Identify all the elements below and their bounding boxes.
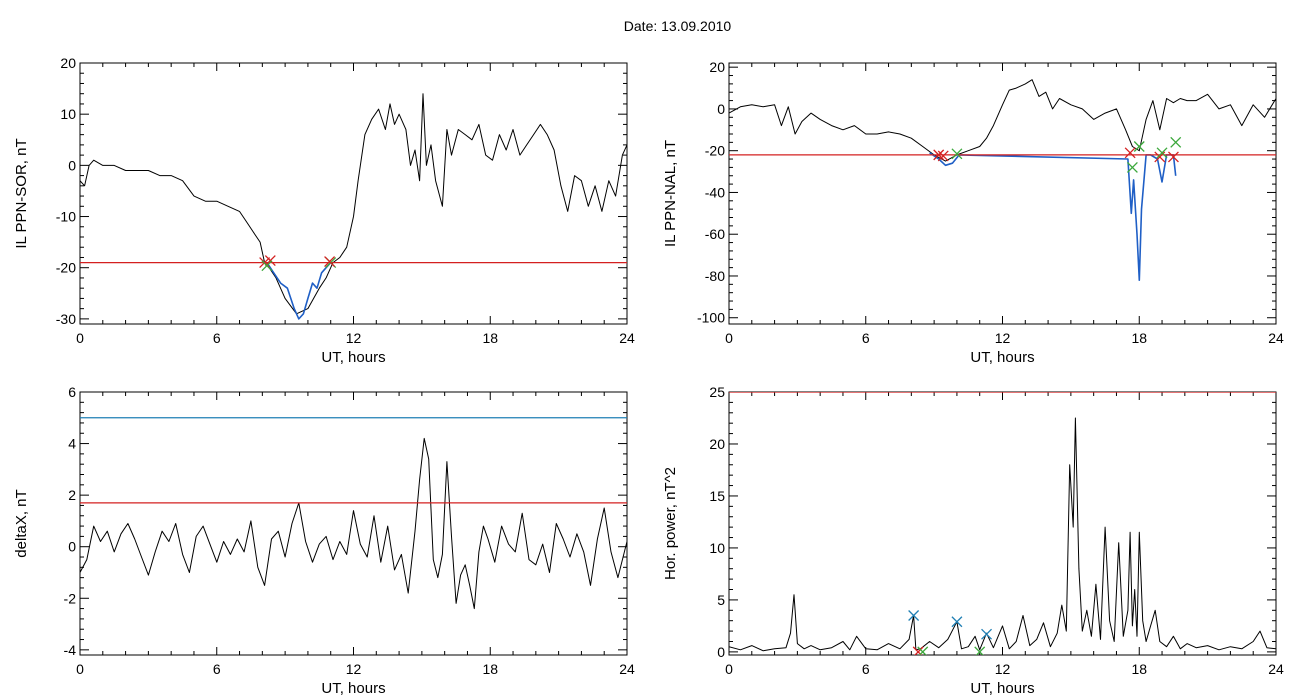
x-tick-label: 0 <box>725 661 733 677</box>
x-tick-label: 6 <box>862 330 870 346</box>
chart-p4: 0 6 12 18 24 0 5 10 15 20 25 UT, hours Hor. power, n… <box>662 384 1284 697</box>
x-marker <box>1133 141 1145 152</box>
x-marker <box>981 628 993 640</box>
x-marker <box>1170 136 1182 148</box>
y-tick-label: -40 <box>705 184 725 200</box>
x-marker <box>912 646 924 655</box>
x-marker <box>951 148 963 160</box>
y-axis-label: IL PPN-SOR, nT <box>13 138 30 248</box>
series-line-0 <box>80 93 627 315</box>
y-tick-label: -30 <box>56 311 76 327</box>
series-line-0 <box>729 79 1276 162</box>
y-tick-label: -100 <box>697 310 725 326</box>
x-tick-label: 12 <box>995 661 1011 677</box>
figure-title: Date: 13.09.2010 <box>623 18 732 34</box>
y-tick-label: 0 <box>717 644 725 660</box>
chart-p1: 0 6 12 18 24 -30 -20 -10 0 10 20 UT, hours IL PPN-SO… <box>13 55 635 366</box>
x-tick-label: 0 <box>76 330 84 346</box>
x-marker <box>933 149 945 161</box>
y-tick-label: 0 <box>68 539 76 555</box>
x-marker <box>951 616 963 628</box>
plot-area <box>729 79 1276 282</box>
x-marker <box>324 256 336 268</box>
x-marker <box>937 150 949 162</box>
plot-area <box>729 392 1276 655</box>
x-tick-label: 12 <box>346 330 362 346</box>
chart-p2: 0 6 12 18 24 -100 -80 -60 -40 -20 0 20 UT, hours IL P… <box>662 59 1284 366</box>
x-tick-label: 18 <box>482 330 498 346</box>
series-line-0 <box>80 437 627 610</box>
y-tick-label: 0 <box>717 101 725 117</box>
x-tick-label: 18 <box>1131 661 1147 677</box>
x-tick-label: 0 <box>76 661 84 677</box>
x-marker <box>1167 151 1179 163</box>
y-tick-label: 10 <box>60 106 76 122</box>
y-tick-label: -2 <box>64 590 77 606</box>
x-marker <box>264 255 276 267</box>
plot-area <box>80 417 627 610</box>
y-tick-label: 20 <box>709 436 725 452</box>
plot-frame <box>728 62 1277 325</box>
x-tick-label: 24 <box>1268 330 1284 346</box>
plot-frame <box>728 391 1277 656</box>
y-tick-label: 2 <box>68 487 76 503</box>
x-tick-label: 18 <box>482 661 498 677</box>
y-tick-label: -20 <box>56 260 76 276</box>
y-tick-label: -10 <box>56 209 76 225</box>
y-tick-label: 20 <box>709 59 725 75</box>
y-tick-label: 25 <box>709 384 725 400</box>
y-axis-label: IL PPN-NAL, nT <box>662 140 679 247</box>
y-tick-label: -20 <box>705 143 725 159</box>
y-tick-label: 0 <box>68 157 76 173</box>
y-tick-label: 6 <box>68 384 76 400</box>
y-tick-label: -4 <box>64 642 77 658</box>
x-tick-label: 6 <box>213 661 221 677</box>
y-tick-label: -80 <box>705 268 725 284</box>
x-tick-label: 6 <box>862 661 870 677</box>
x-marker <box>1126 161 1138 173</box>
plot-frame <box>79 62 628 325</box>
x-tick-label: 12 <box>346 661 362 677</box>
y-tick-label: 5 <box>717 592 725 608</box>
x-axis-label: UT, hours <box>970 349 1034 366</box>
x-tick-label: 6 <box>213 330 221 346</box>
y-axis-label: Hor. power, nT^2 <box>662 467 679 580</box>
series-line-1 <box>929 152 1177 282</box>
x-tick-label: 24 <box>619 661 635 677</box>
series-line-0 <box>729 417 1276 652</box>
x-marker <box>261 260 273 272</box>
x-axis-label: UT, hours <box>321 680 385 697</box>
plot-area <box>80 93 627 320</box>
series-line-1 <box>266 262 332 320</box>
y-tick-label: 10 <box>709 540 725 556</box>
y-tick-label: 4 <box>68 436 76 452</box>
y-tick-label: -60 <box>705 226 725 242</box>
y-axis-label: deltaX, nT <box>13 489 30 557</box>
x-marker <box>908 610 920 621</box>
x-tick-label: 0 <box>725 330 733 346</box>
y-tick-label: 20 <box>60 55 76 71</box>
x-marker <box>974 646 986 655</box>
x-marker <box>917 646 929 655</box>
x-tick-label: 12 <box>995 330 1011 346</box>
x-tick-label: 24 <box>1268 661 1284 677</box>
y-tick-label: 15 <box>709 488 725 504</box>
x-tick-label: 24 <box>619 330 635 346</box>
x-tick-label: 18 <box>1131 330 1147 346</box>
x-axis-label: UT, hours <box>321 349 385 366</box>
x-axis-label: UT, hours <box>970 680 1034 697</box>
x-marker <box>1124 147 1136 159</box>
x-marker <box>1156 147 1168 159</box>
plot-frame <box>79 391 628 656</box>
